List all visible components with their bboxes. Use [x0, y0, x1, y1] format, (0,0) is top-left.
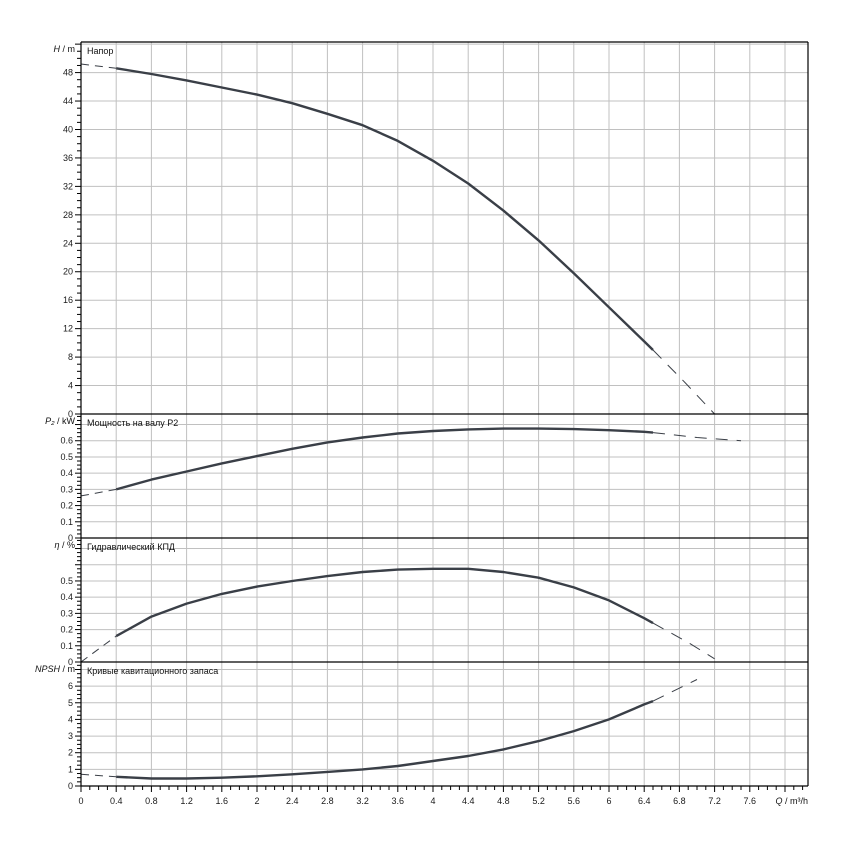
x-tick-label: 0.4 [110, 796, 123, 806]
y-tick-label: 6 [68, 681, 73, 691]
y-tick-label: 0.2 [60, 501, 73, 511]
curve-dashed-end [652, 432, 742, 442]
y-tick-label: 32 [63, 181, 73, 191]
y-axis-label: η / % [54, 540, 75, 550]
y-tick-label: 0.4 [60, 592, 73, 602]
curve-solid [115, 567, 654, 638]
y-axis-var: P₂ [45, 416, 55, 426]
y-tick-label: 4 [68, 714, 73, 724]
x-tick-label: 4.4 [462, 796, 475, 806]
panel-title: Кривые кавитационного запаса [87, 666, 218, 676]
y-tick-label: 20 [63, 267, 73, 277]
curve-dashed-start [80, 488, 117, 497]
y-tick-label: 0.3 [60, 484, 73, 494]
y-tick-label: 0.2 [60, 625, 73, 635]
curve-solid [116, 67, 654, 351]
x-axis-var: Q [775, 796, 782, 806]
y-tick-label: 12 [63, 324, 73, 334]
curve-solid [115, 427, 654, 491]
x-tick-label: 2.8 [321, 796, 334, 806]
y-tick-label: 3 [68, 731, 73, 741]
y-tick-label: 0.1 [60, 641, 73, 651]
y-axis-var: H [54, 44, 61, 54]
x-tick-label: 0.8 [145, 796, 158, 806]
y-tick-label: 0 [68, 781, 73, 791]
y-tick-label: 40 [63, 124, 73, 134]
y-axis-unit: / kW [55, 416, 76, 426]
y-axis-label: H / m [54, 44, 76, 54]
y-axis-label: P₂ / kW [45, 416, 75, 426]
y-tick-label: 0.3 [60, 608, 73, 618]
x-tick-label: 0 [78, 796, 83, 806]
y-tick-label: 28 [63, 210, 73, 220]
y-axis-var: η [54, 540, 59, 550]
panel-title: Гидравлический КПД [87, 542, 175, 552]
x-tick-label: 6.8 [673, 796, 686, 806]
y-tick-label: 0.5 [60, 452, 73, 462]
x-tick-label: 5.6 [568, 796, 581, 806]
curve-dashed-end [652, 349, 715, 415]
y-tick-label: 0.5 [60, 576, 73, 586]
y-tick-label: 0 [68, 533, 73, 543]
y-tick-label: 0 [68, 657, 73, 667]
y-tick-label: 5 [68, 698, 73, 708]
curve-solid [116, 699, 654, 780]
y-tick-label: 0.1 [60, 517, 73, 527]
y-tick-label: 4 [68, 381, 73, 391]
x-tick-label: 1.2 [180, 796, 193, 806]
curve-dashed-end [652, 679, 698, 702]
y-tick-label: 36 [63, 153, 73, 163]
y-tick-label: 2 [68, 748, 73, 758]
panel-title: Напор [87, 46, 113, 56]
y-tick-label: 0 [68, 409, 73, 419]
y-tick-label: 0.4 [60, 468, 73, 478]
curve-dashed-start [80, 63, 117, 69]
y-tick-label: 16 [63, 295, 73, 305]
y-tick-label: 1 [68, 764, 73, 774]
y-axis-unit: / % [59, 540, 75, 550]
y-axis-unit: / m [60, 44, 75, 54]
x-tick-label: 3.2 [356, 796, 369, 806]
x-tick-label: 1.6 [216, 796, 229, 806]
x-axis-unit: / m³/h [782, 796, 808, 806]
y-axis-label: NPSH / m [35, 664, 75, 674]
x-tick-label: 7.6 [744, 796, 757, 806]
curve-dashed-start [80, 635, 117, 663]
x-tick-label: 2.4 [286, 796, 299, 806]
curve-dashed-start [80, 773, 117, 778]
curve-dashed-end [652, 622, 715, 660]
y-tick-label: 44 [63, 96, 73, 106]
x-tick-label: 4.8 [497, 796, 510, 806]
y-axis-var: NPSH [35, 664, 61, 674]
y-tick-label: 8 [68, 352, 73, 362]
y-tick-label: 48 [63, 68, 73, 78]
x-tick-label: 6.4 [638, 796, 651, 806]
y-axis-unit: / m [60, 664, 75, 674]
panel-title: Мощность на валу P2 [87, 418, 178, 428]
x-tick-label: 2 [254, 796, 259, 806]
x-tick-label: 5.2 [532, 796, 545, 806]
x-tick-label: 7.2 [708, 796, 721, 806]
x-axis-label: Q / m³/h [775, 796, 808, 806]
y-tick-label: 24 [63, 238, 73, 248]
x-tick-label: 4 [430, 796, 435, 806]
x-tick-label: 3.6 [392, 796, 405, 806]
x-tick-label: 6 [606, 796, 611, 806]
y-tick-label: 0.6 [60, 436, 73, 446]
